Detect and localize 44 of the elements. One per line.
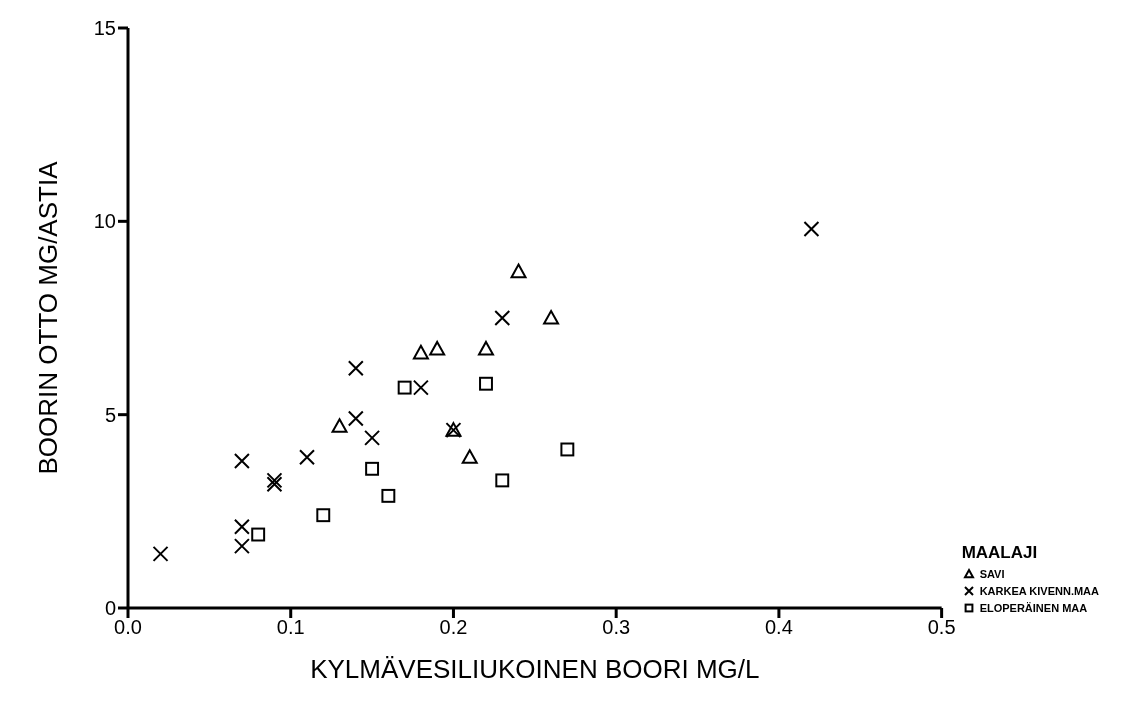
x-tick-label: 0.1: [276, 616, 305, 639]
point: [461, 449, 478, 464]
legend-title: MAALAJI: [961, 543, 1039, 563]
point: [266, 472, 283, 489]
point: [266, 476, 283, 493]
x-tick-label: 0.3: [602, 616, 631, 639]
legend-label: KARKEA KIVENN.MAA: [979, 585, 1099, 597]
point: [510, 263, 527, 279]
x-tick-label: 0.4: [764, 616, 793, 639]
point: [381, 488, 396, 503]
point: [299, 449, 315, 466]
y-tick-label: 5: [104, 403, 116, 426]
point: [233, 538, 250, 555]
legend-label: SAVI: [979, 568, 1005, 580]
point: [478, 340, 494, 356]
y-tick-label: 0: [104, 597, 116, 620]
point: [347, 360, 364, 377]
point: [316, 508, 331, 523]
point: [365, 461, 380, 476]
point: [543, 310, 560, 325]
y-tick-label: 10: [93, 210, 116, 233]
point: [560, 442, 575, 457]
point: [412, 379, 429, 396]
point: [233, 453, 250, 470]
point: [364, 429, 381, 446]
point: [479, 376, 493, 391]
point: [412, 344, 429, 360]
legend-label: ELOPERÄINEN MAA: [979, 602, 1088, 614]
x-axis-title: KYLMÄVESILIUKOINEN BOORI MG/L: [310, 654, 760, 684]
point: [233, 518, 250, 535]
point: [397, 380, 412, 395]
y-axis-title: BOORIN OTTO MG/ASTIA: [33, 160, 64, 475]
point: [331, 418, 348, 433]
x-tick-label: 0.0: [114, 616, 142, 639]
point: [803, 221, 820, 238]
x-tick-label: 0.5: [927, 616, 956, 639]
x-tick-label: 0.2: [439, 616, 468, 639]
point: [494, 310, 511, 326]
point: [347, 410, 364, 427]
point: [251, 527, 266, 542]
point: [495, 473, 510, 488]
point: [152, 545, 169, 562]
point: [429, 340, 446, 356]
y-tick-label: 15: [93, 17, 116, 40]
